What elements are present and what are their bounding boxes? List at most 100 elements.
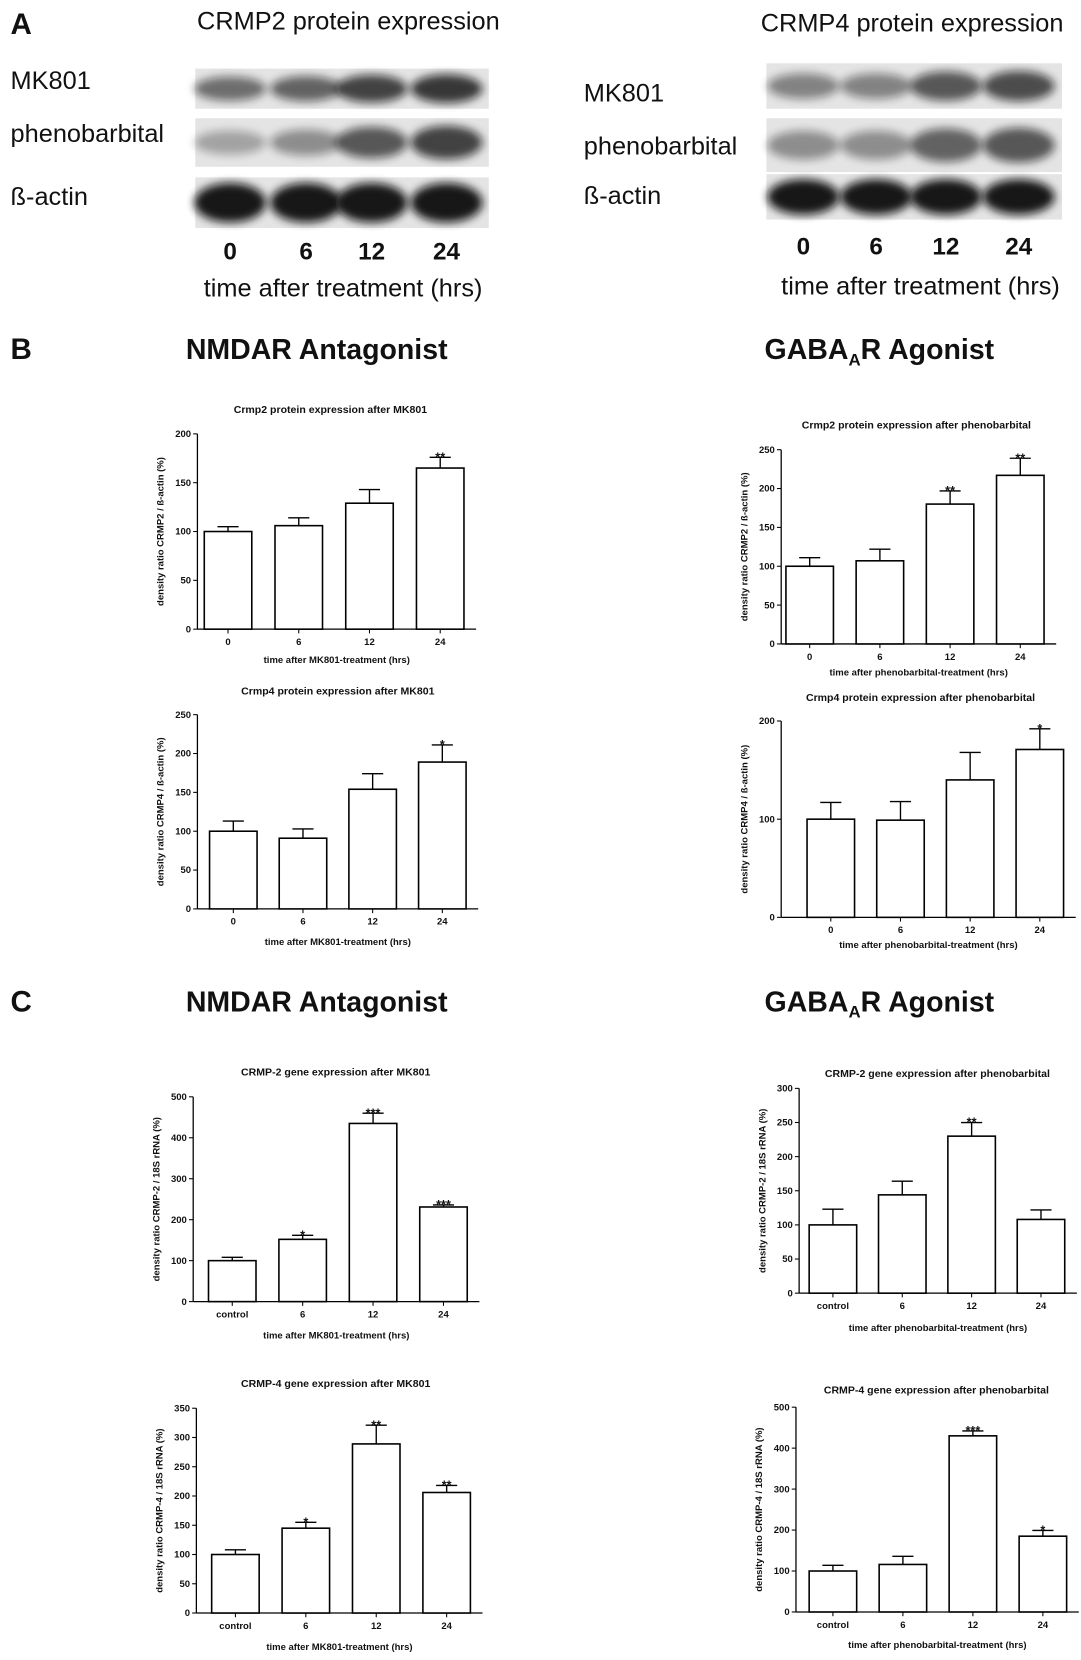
- y-tick-label: 100: [174, 1550, 190, 1561]
- bar: [946, 780, 994, 917]
- y-tick-label: 500: [171, 1092, 187, 1103]
- y-tick-label: 0: [770, 639, 775, 650]
- y-tick-label: 200: [171, 1215, 187, 1226]
- y-tick-label: 250: [759, 445, 775, 456]
- blot-band: [983, 128, 1055, 163]
- significance: **: [967, 1116, 977, 1130]
- blot-band: [336, 127, 408, 158]
- significance: **: [945, 484, 955, 498]
- bar: [416, 468, 464, 629]
- y-tick-label: 200: [174, 1491, 190, 1502]
- y-tick-label: 400: [171, 1133, 187, 1144]
- bar: [349, 789, 397, 909]
- x-axis-label: time after phenobarbital-treatment (hrs): [848, 1640, 1026, 1651]
- y-tick-label: 0: [788, 1288, 793, 1299]
- significance: ***: [966, 1424, 981, 1438]
- bar: [423, 1492, 471, 1613]
- blot-band: [194, 183, 266, 222]
- y-tick-label: 350: [174, 1403, 190, 1414]
- blot-title: CRMP2 protein expression: [197, 8, 500, 36]
- x-tick-label: 12: [364, 637, 375, 648]
- y-tick-label: 0: [784, 1607, 789, 1618]
- blot-band: [270, 76, 342, 101]
- x-tick-label: 6: [296, 637, 301, 648]
- significance: **: [442, 1479, 452, 1493]
- x-tick-label: 24: [1035, 925, 1046, 936]
- x-tick-label: 6: [300, 917, 305, 928]
- x-tick-label: 0: [828, 925, 833, 936]
- x-tick-label: 24: [1036, 1301, 1047, 1312]
- bar: [877, 820, 925, 917]
- x-tick-label: 24: [437, 917, 448, 928]
- blot-row-label: phenobarbital: [11, 120, 165, 148]
- blot-band: [411, 126, 483, 160]
- bar: [809, 1571, 857, 1612]
- x-axis-label: time after MK801-treatment (hrs): [266, 1642, 412, 1653]
- x-tick-label: control: [817, 1620, 849, 1631]
- x-tick-label: 12: [371, 1621, 382, 1632]
- significance: **: [1015, 451, 1025, 465]
- bar: [997, 475, 1045, 644]
- x-tick-label: 24: [438, 1309, 449, 1320]
- lane-label: 24: [433, 239, 460, 266]
- significance: *: [440, 738, 445, 752]
- x-tick-label: 24: [435, 637, 446, 648]
- x-tick-label: 6: [898, 925, 903, 936]
- y-tick-label: 100: [774, 1566, 790, 1577]
- figure: A B C NMDAR Antagonist GABAAR Agonist NM…: [0, 0, 1081, 1660]
- x-tick-label: 12: [966, 1301, 977, 1312]
- blot-band: [840, 179, 912, 214]
- blot-row-label: MK801: [11, 67, 91, 95]
- bar: [212, 1555, 260, 1614]
- bar: [807, 819, 855, 917]
- y-tick-label: 200: [175, 429, 191, 440]
- heading: NMDAR Antagonist: [186, 334, 448, 366]
- blot-band: [411, 183, 483, 222]
- y-tick-label: 200: [759, 716, 775, 727]
- blot-x-label: time after treatment (hrs): [781, 273, 1060, 301]
- bar: [856, 561, 904, 644]
- bar: [349, 1123, 397, 1301]
- blot-row-label: MK801: [584, 80, 664, 108]
- x-axis-label: time after phenobarbital-treatment (hrs): [839, 940, 1017, 951]
- y-tick-label: 150: [759, 523, 775, 534]
- y-tick-label: 0: [186, 624, 191, 635]
- bar: [879, 1564, 927, 1612]
- x-tick-label: 6: [300, 1309, 305, 1320]
- blot-row-label: phenobarbital: [584, 132, 738, 160]
- x-axis-label: time after MK801-treatment (hrs): [263, 1331, 409, 1342]
- chart-title: CRMP-4 gene expression after phenobarbit…: [824, 1384, 1049, 1396]
- blot-band: [910, 71, 982, 100]
- blot-band: [270, 183, 342, 222]
- section-label: C: [11, 985, 32, 1018]
- y-tick-label: 100: [175, 826, 191, 837]
- x-tick-label: control: [219, 1621, 251, 1632]
- bar: [420, 1207, 468, 1302]
- bar: [209, 1261, 257, 1302]
- x-tick-label: 0: [225, 637, 230, 648]
- bar: [926, 504, 974, 644]
- x-axis-label: time after MK801-treatment (hrs): [265, 937, 411, 948]
- bar: [210, 831, 258, 909]
- y-tick-label: 0: [185, 1608, 190, 1619]
- y-tick-label: 150: [174, 1520, 190, 1531]
- bar: [204, 532, 252, 630]
- y-tick-label: 300: [777, 1084, 793, 1095]
- bar: [809, 1225, 857, 1293]
- blot-band: [767, 131, 839, 160]
- x-tick-label: control: [216, 1309, 248, 1320]
- y-tick-label: 100: [171, 1256, 187, 1267]
- chart-title: Crmp2 protein expression after phenobarb…: [802, 420, 1031, 432]
- x-tick-label: 12: [968, 1620, 979, 1631]
- y-tick-label: 200: [175, 749, 191, 760]
- bar: [1016, 749, 1064, 917]
- bar: [282, 1528, 330, 1613]
- blot-band: [910, 179, 982, 214]
- y-tick-label: 100: [759, 561, 775, 572]
- bar: [279, 838, 327, 909]
- y-tick-label: 200: [774, 1525, 790, 1536]
- blot-band: [270, 129, 342, 155]
- blot-row-label: ß-actin: [584, 182, 661, 210]
- blot-band: [336, 183, 408, 222]
- bar: [949, 1436, 997, 1612]
